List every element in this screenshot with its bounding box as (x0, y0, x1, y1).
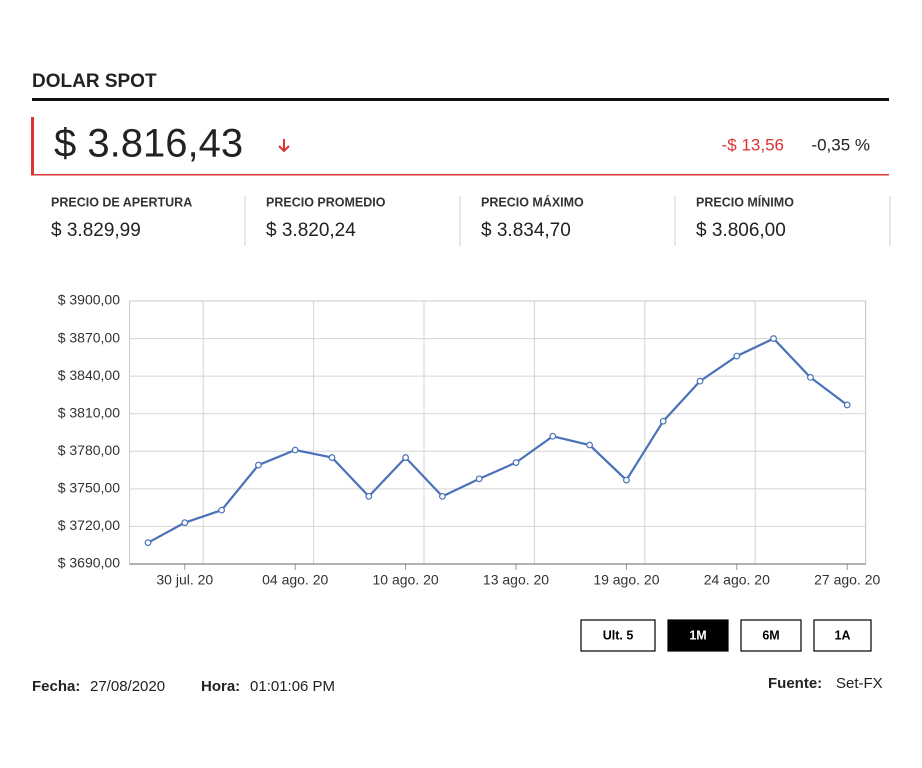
range-buttons: Ult. 5 1M 6M 1A (580, 619, 872, 652)
price: $ 3.816,43 (54, 122, 243, 166)
title: DOLAR SPOT (32, 71, 157, 92)
button-label[interactable]: 1M (689, 628, 706, 642)
y-tick-label: $ 3900,00 (58, 292, 120, 308)
range-button[interactable]: 1M (667, 619, 729, 652)
time-label: Hora: (201, 678, 240, 695)
date: 27/08/2020 (90, 678, 165, 695)
point (586, 441, 593, 449)
stat-value: $ 3.820,24 (266, 220, 356, 241)
source: Set-FX (836, 675, 883, 692)
point (733, 352, 741, 360)
button-label[interactable]: 6M (762, 628, 779, 642)
point (328, 454, 336, 461)
y-tick-label: $ 3810,00 (58, 404, 120, 420)
button-box[interactable] (813, 619, 872, 652)
x-tick-label: 19 ago. 20 (593, 572, 659, 588)
x-tick-label: 27 ago. 20 (814, 572, 880, 588)
point (181, 519, 189, 527)
y-tick-label: $ 3690,00 (58, 555, 120, 571)
button-label[interactable]: Ult. 5 (603, 628, 634, 642)
point (475, 475, 483, 483)
stat-label: PRECIO PROMEDIO (266, 195, 386, 209)
button-box[interactable] (580, 619, 656, 652)
point (843, 401, 851, 409)
point (144, 539, 152, 547)
price-rule (31, 174, 889, 176)
point (291, 446, 299, 454)
time: 01:01:06 PM (250, 678, 335, 695)
button-box[interactable] (667, 619, 729, 652)
y-tick-label: $ 3750,00 (58, 480, 120, 496)
stat-value: $ 3.834,70 (481, 220, 571, 241)
point (696, 377, 704, 385)
x-tick-label: 13 ago. 20 (483, 572, 549, 588)
point (218, 506, 226, 514)
footer-date: Fecha: 27/08/2020 (32, 678, 165, 695)
stat-value: $ 3.806,00 (696, 220, 786, 241)
y-tick-label: $ 3720,00 (58, 517, 120, 533)
stat-label: PRECIO MÁXIMO (481, 194, 584, 209)
y-tick-label: $ 3840,00 (58, 367, 120, 383)
point (402, 454, 410, 461)
point (770, 335, 777, 342)
stat-label: PRECIO MÍNIMO (696, 194, 794, 209)
point (659, 417, 667, 425)
button-box[interactable] (740, 619, 802, 652)
x-tick-label: 30 jul. 20 (156, 572, 213, 588)
range-button[interactable]: 1A (813, 619, 872, 652)
footer-source: Fuente: Set-FX (768, 675, 883, 692)
date-label: Fecha: (32, 678, 80, 695)
point (623, 476, 630, 484)
source-label: Fuente: (768, 675, 822, 692)
point (254, 461, 262, 469)
footer-time: Hora: 01:01:06 PM (201, 678, 335, 695)
stat-label: PRECIO DE APERTURA (51, 195, 192, 209)
down-arrow (278, 139, 290, 153)
button-label[interactable]: 1A (835, 628, 851, 642)
x-tick-label: 10 ago. 20 (373, 572, 439, 588)
point (512, 459, 520, 466)
point (365, 492, 373, 500)
point (549, 432, 557, 440)
range-button[interactable]: Ult. 5 (580, 619, 656, 652)
x-tick-label: 04 ago. 20 (262, 572, 328, 588)
stats: PRECIO DE APERTURA $ 3.829,99 PRECIO PROME… (51, 194, 891, 246)
point (439, 492, 446, 500)
point (807, 373, 814, 381)
y-tick-label: $ 3870,00 (58, 329, 120, 345)
stat-value: $ 3.829,99 (51, 220, 141, 241)
x-tick-label: 24 ago. 20 (704, 572, 770, 588)
y-tick-label: $ 3780,00 (58, 442, 120, 458)
price-accent (31, 117, 34, 175)
line (147, 337, 848, 544)
range-button[interactable]: 6M (740, 619, 802, 652)
title-rule (32, 98, 889, 101)
change-pct: -0,35 % (811, 135, 870, 154)
change: -$ 13,56 (722, 135, 784, 154)
chart: $ 3690,00 $ 3720,00 $ 3750,00 $ 3780,00 $ 38… (58, 292, 881, 588)
